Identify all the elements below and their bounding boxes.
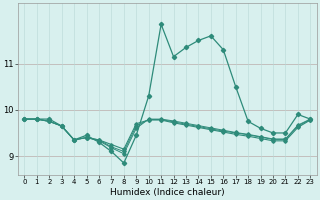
X-axis label: Humidex (Indice chaleur): Humidex (Indice chaleur)	[110, 188, 225, 197]
